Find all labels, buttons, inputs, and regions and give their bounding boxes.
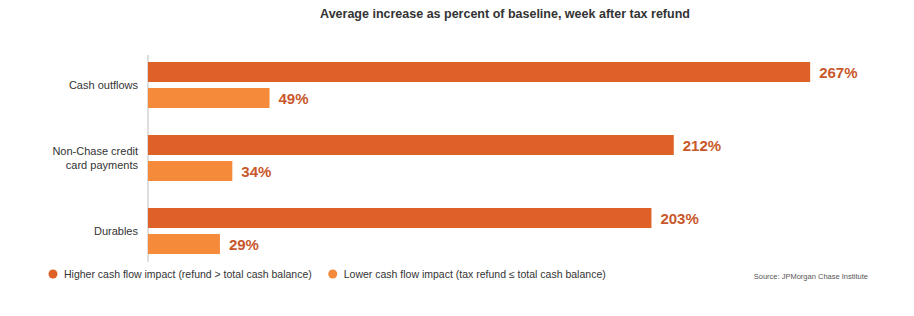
category-label-line: Cash outflows [69,79,139,91]
data-label: 34% [241,163,271,180]
data-labels: 267% 49% 212% 34% 203% 29% [229,64,858,253]
legend-label: Higher cash flow impact (refund > total … [64,268,312,280]
source-note: Source: JPMorgan Chase Institute [754,272,868,281]
bar [148,161,232,181]
category-labels: Cash outflows Non-Chase credit card paymen… [52,79,138,237]
category-label: Durables [94,225,139,237]
category-label-line: card payments [66,159,139,171]
data-label: 203% [660,210,698,227]
data-label: 212% [683,137,721,154]
chart-svg: Average increase as percent of baseline,… [0,0,914,316]
category-label-line: Non-Chase credit [52,145,138,157]
axis-line [148,55,149,262]
data-label: 29% [229,236,259,253]
data-label: 49% [279,90,309,107]
bar [148,135,674,155]
category-label-line: Durables [94,225,139,237]
bar [148,88,270,108]
bar [148,234,220,254]
category-label: Non-Chase credit card payments [52,145,138,171]
legend: Higher cash flow impact (refund > total … [49,268,606,280]
chart-title: Average increase as percent of baseline,… [320,7,690,21]
legend-marker [328,270,337,279]
data-label: 267% [819,64,857,81]
bar [148,208,651,228]
bars [148,62,810,254]
legend-marker [49,270,58,279]
category-label: Cash outflows [69,79,139,91]
chart-container: Average increase as percent of baseline,… [0,0,914,316]
bar [148,62,810,82]
legend-label: Lower cash flow impact (tax refund ≤ tot… [344,268,606,280]
